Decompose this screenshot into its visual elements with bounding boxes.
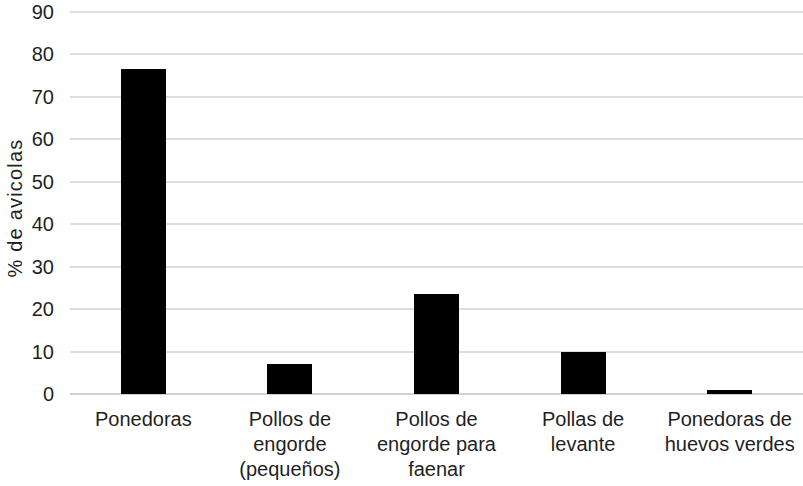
gridline [70,181,803,183]
bar [561,352,606,394]
y-tick-label: 80 [0,44,54,64]
y-axis-title: % de avicolas [4,123,26,293]
x-category-label: Ponedoras [68,407,218,432]
x-category-label: Pollos de engorde para faenar [362,407,512,482]
y-tick-label: 20 [0,299,54,319]
bar [707,390,752,394]
y-tick-label: 0 [0,384,54,404]
y-tick-label: 10 [0,342,54,362]
bar-chart: 0102030405060708090PonedorasPollos de en… [0,0,803,486]
gridline [70,138,803,140]
gridline [70,266,803,268]
y-tick-label: 70 [0,87,54,107]
y-tick-label: 90 [0,2,54,22]
x-category-label: Ponedoras de huevos verdes [655,407,803,457]
gridline [70,96,803,98]
bar [121,69,166,394]
bar [414,294,459,394]
x-category-label: Pollos de engorde (pequeños) [215,407,365,482]
gridline [70,223,803,225]
x-category-label: Pollas de levante [508,407,658,457]
gridline [70,53,803,55]
gridline [70,11,803,13]
bar [267,364,312,394]
